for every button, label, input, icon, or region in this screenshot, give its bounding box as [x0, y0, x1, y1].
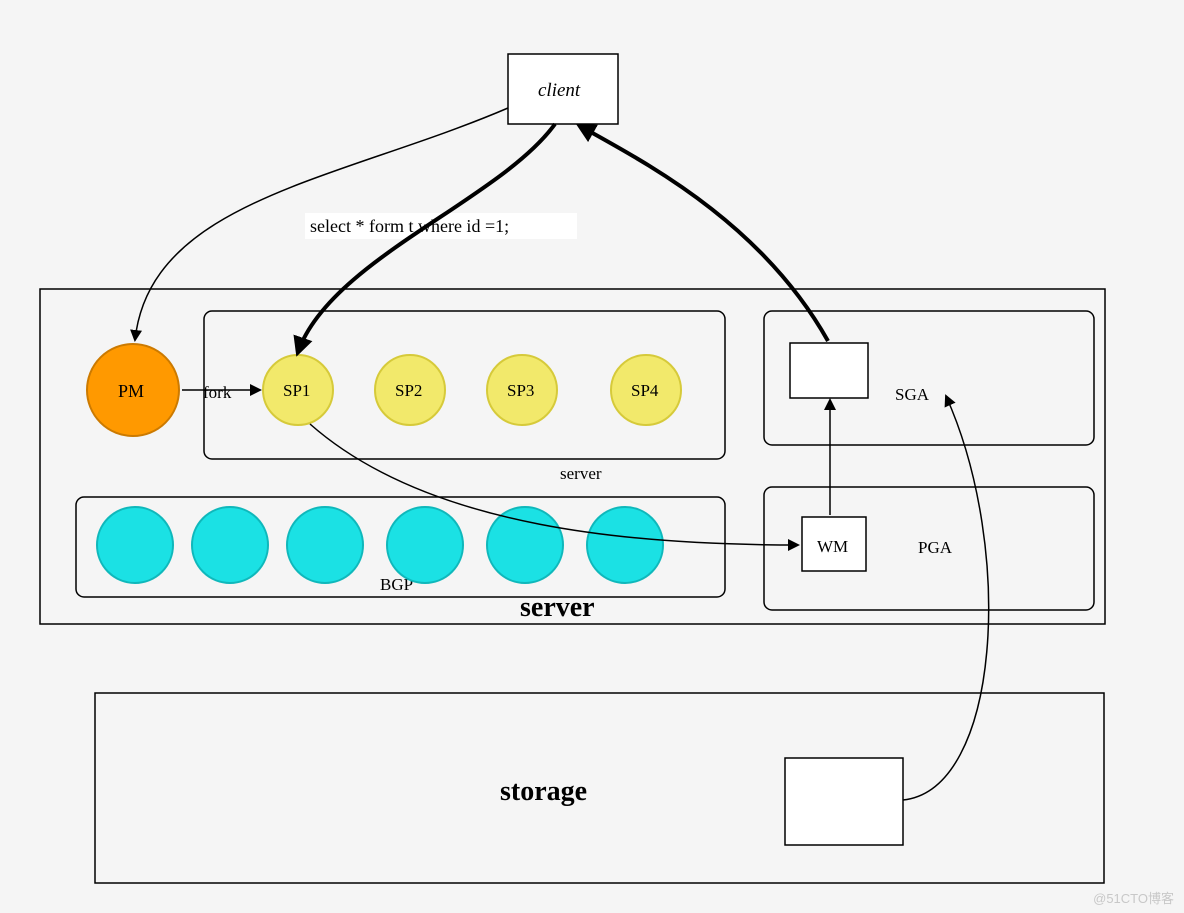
storage-title: storage	[500, 776, 587, 807]
bgp-nodes	[97, 507, 663, 583]
edge-storage-to-sga	[903, 396, 989, 800]
edges	[135, 108, 989, 800]
fork-label: fork	[203, 383, 232, 402]
pga-label: PGA	[918, 538, 953, 557]
watermark: @51CTO博客	[1093, 888, 1174, 907]
bgp-node	[387, 507, 463, 583]
sp-nodes: SP1 SP2 SP3 SP4	[263, 355, 681, 425]
bgp-node	[192, 507, 268, 583]
sga-inner-box	[790, 343, 868, 398]
sga-label: SGA	[895, 385, 930, 404]
storage-container	[95, 693, 1104, 883]
storage-inner-box	[785, 758, 903, 845]
sql-text: select * form t where id =1;	[310, 216, 509, 236]
pm-label: PM	[118, 381, 144, 401]
bgp-node	[587, 507, 663, 583]
server-container	[40, 289, 1105, 624]
sp-node-label: SP2	[395, 381, 422, 400]
client-label: client	[538, 80, 581, 101]
sp-node-label: SP3	[507, 381, 534, 400]
sp-container-label: server	[560, 464, 602, 483]
bgp-node	[287, 507, 363, 583]
wm-label: WM	[817, 537, 848, 556]
sp-node-label: SP1	[283, 381, 310, 400]
bgp-node	[97, 507, 173, 583]
edge-sga-to-client	[580, 126, 828, 341]
diagram-canvas: server storage client select * form t wh…	[0, 0, 1184, 913]
sp-node-label: SP4	[631, 381, 659, 400]
bgp-node	[487, 507, 563, 583]
